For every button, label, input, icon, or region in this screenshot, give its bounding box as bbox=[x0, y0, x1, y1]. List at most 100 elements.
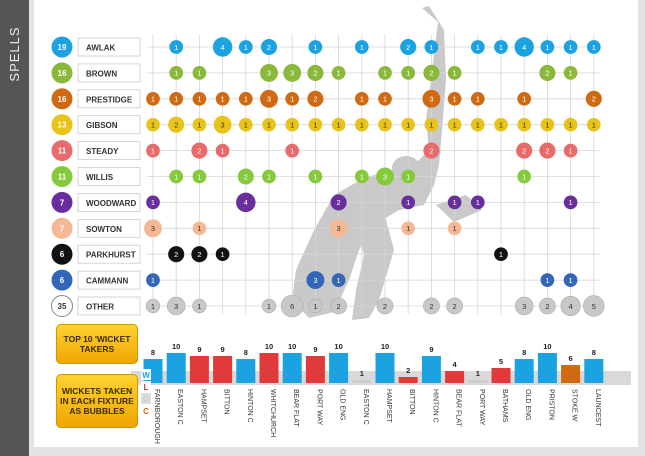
wicket-bubble-label: 2 bbox=[197, 146, 201, 155]
wicket-bubble-label: 2 bbox=[267, 43, 271, 52]
wicket-bubble-label: 1 bbox=[290, 146, 294, 155]
wicket-bubble-label: 3 bbox=[522, 302, 526, 311]
wicket-bubble bbox=[516, 142, 533, 159]
wicket-bubble-label: 1 bbox=[360, 95, 364, 104]
wicket-bubble bbox=[169, 91, 184, 106]
top10-badge[interactable]: TOP 10 'WICKET TAKERS bbox=[56, 324, 138, 364]
wicket-bubble bbox=[514, 296, 534, 316]
wicket-bubble bbox=[494, 40, 508, 54]
wicket-bubble-label: 1 bbox=[569, 198, 573, 207]
fixture-name-label: HINTON C bbox=[246, 389, 253, 423]
player-total-label: 13 bbox=[58, 121, 67, 130]
fixture-total-bar bbox=[537, 353, 557, 383]
fixture-name-label: BITTON bbox=[408, 389, 415, 415]
wicket-bubble bbox=[260, 89, 278, 108]
wicket-bubble-label: 1 bbox=[406, 172, 410, 181]
wicket-bubble-label: 1 bbox=[569, 121, 573, 130]
wicket-bubble-label: 1 bbox=[476, 198, 480, 207]
wicket-bubble bbox=[470, 40, 485, 54]
wicket-bubble bbox=[191, 246, 208, 263]
wicket-bubble bbox=[329, 219, 348, 238]
player-total-bubble bbox=[51, 166, 73, 187]
player-name-label: WILLIS bbox=[86, 173, 114, 182]
wicket-bubble-label: 1 bbox=[197, 69, 201, 78]
fixture-name-label: PORT WAY bbox=[478, 389, 485, 426]
wicket-bubble-label: 1 bbox=[151, 302, 155, 311]
wicket-bubble bbox=[331, 273, 346, 287]
fixture-total-label: 1 bbox=[360, 369, 364, 378]
wicket-bubble-label: 1 bbox=[522, 95, 526, 104]
wicket-bubble-label: 1 bbox=[313, 302, 317, 311]
wicket-bubble bbox=[447, 195, 462, 210]
wicket-bubble-label: 1 bbox=[360, 121, 364, 130]
wicket-bubble bbox=[423, 142, 440, 159]
player-total-bubble bbox=[51, 62, 73, 84]
wicket-bubble bbox=[330, 194, 347, 211]
player-name-box bbox=[77, 296, 141, 316]
wicket-bubble-label: 3 bbox=[313, 276, 317, 285]
wicket-bubble bbox=[169, 169, 184, 184]
wicket-bubble bbox=[146, 273, 160, 287]
wicket-bubble bbox=[470, 91, 485, 106]
wicket-bubble bbox=[424, 40, 439, 54]
wicket-bubble bbox=[285, 143, 300, 158]
player-name-box bbox=[77, 89, 141, 109]
wicket-bubble bbox=[285, 91, 300, 106]
wicket-bubble bbox=[307, 90, 324, 107]
wicket-bubble bbox=[146, 117, 160, 132]
fixture-total-label: 6 bbox=[569, 354, 573, 363]
wicket-bubble bbox=[169, 66, 184, 80]
wicket-bubble-label: 1 bbox=[522, 121, 526, 130]
wicket-bubble bbox=[354, 169, 369, 184]
wicket-bubble-label: 1 bbox=[360, 172, 364, 181]
wicket-bubble bbox=[585, 90, 602, 107]
fixture-total-label: 8 bbox=[244, 348, 248, 357]
wicket-bubble-label: 4 bbox=[221, 43, 225, 52]
wicket-bubble bbox=[470, 195, 485, 210]
player-name-label: OTHER bbox=[86, 303, 114, 312]
wicket-bubble bbox=[376, 167, 394, 186]
fixture-total-label: 9 bbox=[197, 345, 201, 354]
fixture-total-label: 10 bbox=[172, 342, 180, 351]
wicket-bubble-label: 1 bbox=[313, 172, 317, 181]
fixture-total-bar bbox=[398, 377, 418, 383]
wicket-bubble-label: 1 bbox=[360, 43, 364, 52]
wicket-bubble bbox=[378, 66, 392, 80]
player-row-other: 35 OTHER 1 3 1 1 6 1 2 2 2 2 3 2 4 5 bbox=[51, 294, 605, 318]
wicket-bubble-label: 2 bbox=[337, 302, 341, 311]
wicket-bubble-label: 1 bbox=[383, 95, 387, 104]
wicket-bubble-label: 1 bbox=[221, 95, 225, 104]
wicket-bubble-label: 1 bbox=[569, 276, 573, 285]
wicket-bubble-label: 1 bbox=[337, 276, 341, 285]
wicket-bubble bbox=[539, 64, 556, 81]
fixture-total-bar bbox=[305, 356, 325, 383]
fixture-total-bar bbox=[584, 359, 604, 383]
wicket-bubble bbox=[401, 169, 416, 184]
legend-letter: D bbox=[143, 395, 149, 404]
wicket-bubble-label: 2 bbox=[383, 302, 387, 311]
player-name-label: PRESTIDGE bbox=[86, 95, 133, 104]
wicket-bubble-label: 2 bbox=[337, 198, 341, 207]
fixture-total-bar bbox=[468, 380, 488, 383]
fixture-total-bar bbox=[491, 368, 511, 383]
wicket-bubble-label: 1 bbox=[151, 276, 155, 285]
fixture-name-label: BATHAMS bbox=[501, 389, 508, 423]
wicket-bubble bbox=[423, 297, 440, 315]
wicket-bubble bbox=[192, 221, 207, 236]
wicket-bubble-label: 3 bbox=[267, 95, 271, 104]
wicket-bubble bbox=[446, 297, 463, 315]
wicket-bubble bbox=[146, 143, 160, 158]
wicket-bubble bbox=[307, 64, 324, 81]
fixtures-badge[interactable]: WICKETS TAKEN IN EACH FIXTURE AS BUBBLES bbox=[56, 374, 138, 428]
fixture-total-label: 8 bbox=[592, 348, 596, 357]
wicket-bubble bbox=[563, 66, 578, 80]
wicket-bubble bbox=[401, 195, 416, 210]
wicket-bubble-label: 2 bbox=[545, 302, 549, 311]
wicket-bubble-label: 1 bbox=[383, 121, 387, 130]
wicket-bubble bbox=[563, 195, 578, 210]
wicket-bubble-label: 1 bbox=[453, 198, 457, 207]
wicket-bubble-label: 1 bbox=[476, 43, 480, 52]
fixture-name-label: HAMPSET bbox=[199, 389, 206, 424]
wicket-bubble bbox=[213, 115, 232, 134]
wicket-bubble-label: 1 bbox=[429, 121, 433, 130]
